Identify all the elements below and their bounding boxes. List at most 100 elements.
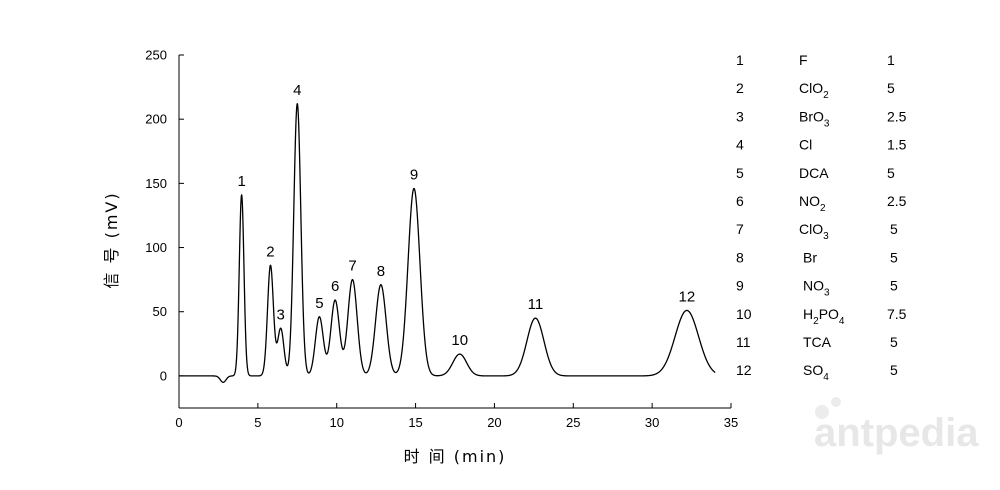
peak-apex-point	[334, 299, 336, 301]
legend-number: 4	[736, 137, 744, 153]
analyte-name-cont: PO	[819, 306, 839, 322]
legend-concentration: 5	[890, 221, 898, 237]
legend-analyte: F	[799, 52, 808, 68]
legend-concentration: 1	[887, 52, 895, 68]
legend-concentration: 5	[887, 80, 895, 96]
y-tick-label: 150	[145, 176, 167, 191]
legend-row: 11 TCA 5	[736, 334, 898, 350]
analyte-name: DCA	[799, 165, 829, 181]
x-tick-label: 30	[645, 415, 659, 430]
analyte-subscript: 2	[823, 90, 829, 101]
analyte-name: NO	[803, 278, 824, 294]
legend-analyte: ClO2	[799, 80, 829, 101]
analyte-name: Br	[803, 249, 817, 265]
x-ticks: 0 5 10 15 20 25 30 35	[175, 403, 738, 430]
legend-number: 5	[736, 165, 744, 181]
legend-analyte: TCA	[803, 334, 832, 350]
legend-concentration: 5	[890, 362, 898, 378]
legend-analyte: SO4	[803, 362, 829, 383]
analyte-name: TCA	[803, 334, 832, 350]
legend-row: 12 SO4 5	[736, 362, 898, 383]
peak-label: 7	[348, 258, 356, 275]
legend-number: 8	[736, 249, 744, 265]
peak-label: 4	[293, 82, 301, 99]
analyte-name: ClO	[799, 221, 823, 237]
legend-analyte: Br	[803, 249, 817, 265]
x-tick-label: 10	[329, 415, 343, 430]
legend-concentration: 1.5	[887, 137, 907, 153]
analyte-subscript: 2	[820, 203, 826, 214]
legend-number: 10	[736, 306, 752, 322]
x-tick-label: 5	[254, 415, 261, 430]
peak-apex-point	[380, 284, 382, 286]
analyte-name: F	[799, 52, 808, 68]
legend-row: 8 Br 5	[736, 249, 898, 265]
legend-row: 9 NO3 5	[736, 278, 898, 299]
peak-label: 11	[528, 296, 544, 313]
legend-row: 6 NO2 2.5	[736, 193, 907, 214]
legend-number: 11	[736, 334, 751, 350]
legend-number: 9	[736, 278, 744, 294]
legend-analyte: NO2	[799, 193, 826, 214]
legend-concentration: 5	[887, 165, 895, 181]
y-tick-label: 200	[145, 112, 167, 127]
watermark-text: antpedia	[814, 411, 979, 455]
chromatogram-trace	[178, 103, 716, 383]
peak-apex-point	[269, 264, 272, 267]
legend-analyte: DCA	[799, 165, 829, 181]
y-tick-label: 250	[145, 48, 167, 63]
x-tick-label: 35	[724, 415, 738, 430]
legend-number: 2	[736, 80, 744, 96]
y-tick-label: 100	[145, 240, 167, 255]
analyte-name: ClO	[799, 80, 823, 96]
analyte-name: Cl	[799, 137, 812, 153]
legend-row: 3 BrO3 2.5	[736, 108, 907, 129]
legend-concentration: 2.5	[887, 193, 907, 209]
legend-analyte: H2PO4	[803, 306, 845, 327]
analyte-subscript: 2	[813, 316, 819, 327]
legend-analyte: BrO3	[799, 108, 830, 129]
y-ticks: 0 50 100 150 200 250	[145, 48, 184, 383]
analyte-subscript: 4	[823, 372, 829, 383]
legend-concentration: 5	[890, 278, 898, 294]
x-tick-label: 15	[408, 415, 422, 430]
analyte-subscript: 3	[824, 118, 830, 129]
legend-row: 10 H2PO4 7.5	[736, 306, 907, 327]
peak-apex-point	[686, 309, 688, 312]
analyte-name: NO	[799, 193, 820, 209]
x-tick-label: 25	[566, 415, 580, 430]
legend-row: 7 ClO3 5	[736, 221, 898, 242]
axes	[178, 55, 731, 409]
legend-table: 1 F 12 ClO2 53 BrO3 2.54 Cl 1.55 DCA 56 NO2 2.57 ClO3…	[736, 52, 907, 383]
legend-number: 6	[736, 193, 744, 209]
analyte-name: SO	[803, 362, 823, 378]
peak-label: 8	[377, 263, 385, 280]
analyte-name: BrO	[799, 108, 824, 124]
x-axis-title: 时 间 (min)	[404, 447, 507, 466]
y-tick-label: 0	[160, 368, 167, 383]
analyte-name: H	[803, 306, 813, 322]
peak-apex-point	[351, 279, 354, 281]
analyte-subscript: 3	[824, 288, 830, 299]
legend-row: 4 Cl 1.5	[736, 137, 907, 153]
peak-apex-point	[241, 194, 243, 196]
legend-concentration: 7.5	[887, 306, 907, 322]
legend-analyte: Cl	[799, 137, 812, 153]
legend-analyte: ClO3	[799, 221, 829, 242]
analyte-subscript: 3	[823, 231, 829, 242]
peak-label: 9	[410, 166, 418, 183]
legend-row: 2 ClO2 5	[736, 80, 895, 101]
legend-number: 7	[736, 221, 744, 237]
x-tick-label: 0	[175, 415, 182, 430]
legend-number: 1	[736, 52, 744, 68]
y-axis-title: 信 号 (mV)	[102, 191, 121, 288]
legend-concentration: 2.5	[887, 108, 907, 124]
peak-label: 10	[451, 332, 468, 349]
peak-label: 12	[678, 288, 695, 305]
peak-apex-point	[280, 327, 282, 330]
peak-apex-point	[413, 187, 415, 190]
analyte-subscript: 4	[839, 316, 845, 327]
peak-apex-point	[534, 317, 537, 319]
